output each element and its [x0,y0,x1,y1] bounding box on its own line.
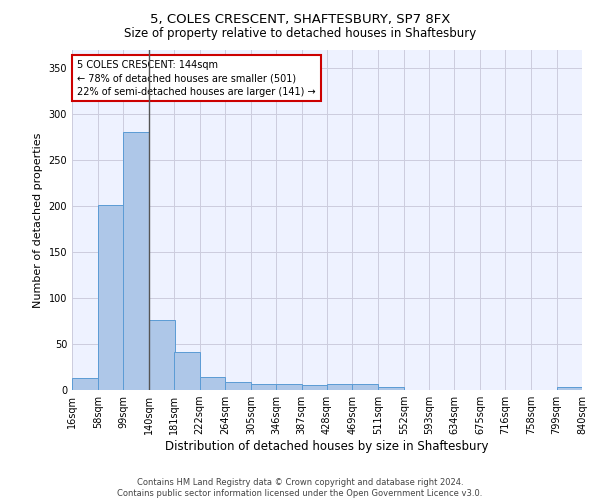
Bar [251,384,277,390]
Bar [149,320,175,390]
Y-axis label: Number of detached properties: Number of detached properties [33,132,43,308]
Bar [327,384,353,390]
Bar [557,387,583,390]
Bar [174,352,200,390]
Bar [72,378,98,390]
Bar [302,386,328,390]
Text: 5, COLES CRESCENT, SHAFTESBURY, SP7 8FX: 5, COLES CRESCENT, SHAFTESBURY, SP7 8FX [150,12,450,26]
Bar [379,387,404,390]
Bar [352,384,379,390]
Text: Contains HM Land Registry data © Crown copyright and database right 2024.
Contai: Contains HM Land Registry data © Crown c… [118,478,482,498]
Bar [226,382,251,390]
Bar [98,206,124,390]
X-axis label: Distribution of detached houses by size in Shaftesbury: Distribution of detached houses by size … [165,440,489,453]
Bar [199,377,226,390]
Text: 5 COLES CRESCENT: 144sqm
← 78% of detached houses are smaller (501)
22% of semi-: 5 COLES CRESCENT: 144sqm ← 78% of detach… [77,60,316,96]
Bar [276,384,302,390]
Bar [124,132,149,390]
Text: Size of property relative to detached houses in Shaftesbury: Size of property relative to detached ho… [124,28,476,40]
